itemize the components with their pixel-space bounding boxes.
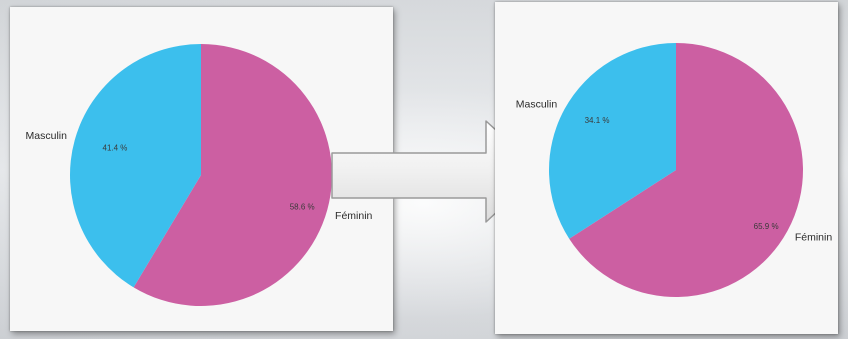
pie-slice-masculin xyxy=(549,43,676,239)
category-label-masculin: Masculin xyxy=(516,98,558,110)
pie-chart-after: Masculin Féminin 34.1 % 65.9 % xyxy=(516,43,833,297)
category-label-feminin: Féminin xyxy=(335,210,373,222)
data-label-masculin: 41.4 % xyxy=(103,144,128,153)
data-label-feminin: 58.6 % xyxy=(290,202,315,211)
pie-slice-masculin xyxy=(70,44,201,288)
pie-slice-feminin xyxy=(133,44,333,306)
category-label-feminin: Féminin xyxy=(795,232,833,244)
pie-chart-before: Masculin Féminin 41.4 % 58.6 % xyxy=(26,44,373,306)
chart-panel-before: Masculin Féminin 41.4 % 58.6 % xyxy=(10,7,393,331)
data-label-feminin: 65.9 % xyxy=(754,222,779,231)
chart-panel-after: Masculin Féminin 34.1 % 65.9 % xyxy=(495,2,838,334)
category-label-masculin: Masculin xyxy=(26,130,68,142)
pie-slice-feminin xyxy=(569,43,803,297)
data-label-masculin: 34.1 % xyxy=(585,116,610,125)
